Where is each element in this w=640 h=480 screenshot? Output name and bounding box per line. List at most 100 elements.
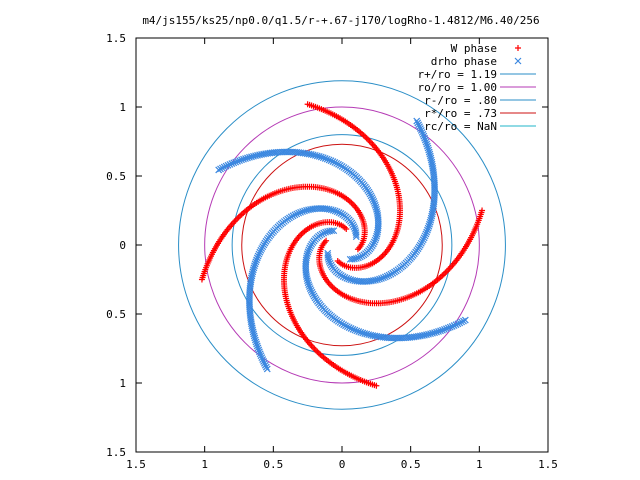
radius-circles: [178, 80, 506, 410]
data-point: [372, 276, 379, 284]
data-point: [304, 279, 312, 287]
data-point: [421, 136, 429, 144]
data-point: [224, 161, 232, 169]
data-point: [331, 207, 339, 215]
data-point: [420, 234, 428, 242]
y-tick-label: 0.5: [106, 170, 126, 183]
data-point: [461, 316, 469, 324]
data-point: [313, 152, 321, 160]
data-point: [333, 159, 341, 167]
data-point: [433, 328, 440, 336]
data-point: [420, 132, 428, 140]
data-point: [256, 151, 263, 159]
data-point: [372, 203, 380, 211]
data-point: [249, 268, 257, 276]
data-point: [479, 207, 486, 214]
y-tick-label: 1: [119, 101, 126, 114]
data-point: [383, 272, 391, 280]
data-point: [254, 344, 262, 352]
data-point: [215, 166, 223, 174]
data-point: [416, 123, 423, 131]
tick-labels: 1.5 1 0.5 0 0.5 1 1.51.510.500.511.5: [106, 32, 558, 471]
data-point: [291, 211, 299, 219]
data-point: [378, 274, 385, 282]
data-point: [236, 157, 243, 164]
data-point: [321, 154, 329, 162]
legend-label: r+/ro = 1.19: [418, 68, 497, 81]
data-point: [325, 256, 333, 263]
y-tick-label: 1: [119, 377, 126, 390]
data-point: [353, 327, 361, 335]
legend-marker: [515, 45, 521, 51]
data-point: [238, 156, 245, 164]
data-point: [419, 236, 427, 244]
data-point: [371, 201, 379, 209]
data-point: [324, 254, 332, 261]
data-point: [418, 128, 426, 136]
data-point: [427, 156, 435, 164]
y-tick-label: 1.5: [106, 446, 126, 459]
data-point: [371, 236, 379, 244]
data-point: [426, 152, 434, 160]
data-point: [374, 276, 381, 284]
data-point: [343, 274, 351, 282]
data-point: [335, 160, 342, 168]
data-point: [326, 227, 334, 235]
data-point: [425, 330, 432, 338]
data-point: [369, 277, 377, 285]
data-point: [446, 323, 454, 331]
data-point: [435, 328, 442, 335]
data-point: [261, 361, 269, 369]
data-point: [370, 238, 378, 246]
data-point: [352, 255, 360, 262]
data-point: [373, 209, 381, 217]
data-point: [303, 275, 311, 283]
data-point: [351, 326, 359, 334]
radius-circle-3: [241, 143, 443, 347]
data-point: [250, 152, 257, 160]
data-point: [251, 336, 259, 344]
x-tick-label: 1: [201, 458, 208, 471]
data-point: [305, 206, 312, 214]
x-tick-label: 1.5: [538, 458, 558, 471]
data-point: [423, 228, 431, 236]
data-point: [371, 199, 378, 207]
data-point: [431, 329, 438, 337]
data-point: [198, 276, 205, 283]
legend-label: ro/ro = 1.00: [418, 81, 497, 94]
data-point: [421, 232, 429, 240]
data-point: [352, 229, 360, 236]
data-point: [425, 222, 433, 230]
data-point: [426, 220, 433, 228]
data-point: [426, 150, 434, 158]
y-tick-label: 1.5: [106, 32, 126, 45]
data-point: [456, 319, 464, 327]
data-point: [347, 325, 355, 332]
data-point: [341, 274, 349, 281]
data-point: [306, 285, 314, 292]
data-point: [327, 157, 335, 165]
data-point: [246, 153, 253, 161]
data-point: [315, 153, 323, 160]
data-point: [253, 342, 261, 350]
series-0: [198, 101, 486, 389]
data-point: [361, 330, 369, 337]
data-point: [253, 254, 261, 262]
data-point: [249, 328, 257, 336]
data-point: [319, 154, 327, 162]
data-point: [441, 326, 448, 333]
data-point: [439, 326, 446, 334]
data-point: [345, 324, 353, 331]
data-point: [226, 161, 234, 168]
data-point: [230, 159, 238, 167]
data-point: [262, 363, 270, 371]
data-point: [259, 356, 267, 363]
data-point: [258, 354, 266, 362]
data-point: [228, 160, 236, 168]
data-point: [342, 322, 349, 330]
data-point: [413, 117, 421, 125]
data-point: [217, 165, 224, 173]
x-tick-label: 1.5: [126, 458, 146, 471]
data-point: [427, 154, 435, 162]
